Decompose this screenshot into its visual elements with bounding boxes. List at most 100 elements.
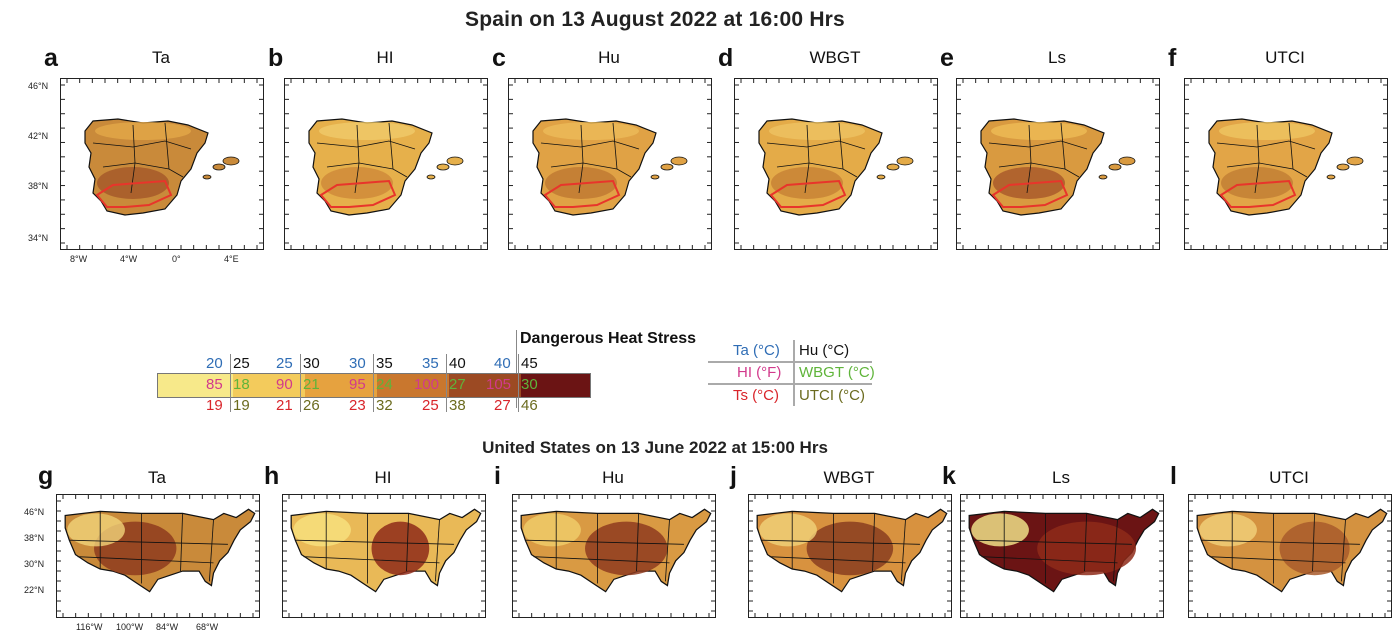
cool-region xyxy=(991,122,1087,140)
panel-variable-label: WBGT xyxy=(823,468,875,487)
island xyxy=(212,163,226,171)
latitude-label: 46°N xyxy=(28,81,49,91)
legend-wbgt: WBGT (°C) xyxy=(799,364,875,381)
map-graphic xyxy=(283,495,485,617)
panel-letter: g xyxy=(38,462,54,490)
region-border xyxy=(208,519,214,582)
map-frame xyxy=(282,494,486,618)
panel-variable-label: WBGT xyxy=(809,48,861,67)
legend-hi: HI (°F) xyxy=(737,364,782,381)
island xyxy=(1098,174,1108,180)
map-graphic xyxy=(513,495,715,617)
map-graphic xyxy=(735,79,937,249)
andalusia-outline xyxy=(543,179,621,208)
colorbar-label-ta: 35 xyxy=(422,355,439,372)
region-border xyxy=(164,122,170,170)
colorbar-label-ta: 20 xyxy=(206,355,223,372)
spain-map xyxy=(1208,118,1364,216)
longitude-label: 68°W xyxy=(196,622,219,632)
legend-ta: Ta (°C) xyxy=(733,342,780,359)
island xyxy=(222,156,240,166)
latitude-label: 34°N xyxy=(28,233,49,243)
cool-region xyxy=(1199,513,1257,547)
colorbar-label-wbgt: 18 xyxy=(233,376,250,393)
panel-letter: k xyxy=(942,462,956,490)
region-border xyxy=(77,556,214,564)
cool-region xyxy=(769,122,865,140)
colorbar xyxy=(157,373,591,398)
region-border xyxy=(988,140,1088,150)
region-border xyxy=(316,140,416,150)
panel-variable-label: HI xyxy=(376,48,394,67)
map-frame xyxy=(734,78,938,250)
map-graphic xyxy=(961,495,1163,617)
colorbar-label-ta: 40 xyxy=(494,355,511,372)
panel-letter: j xyxy=(730,462,737,490)
colorbar-segment xyxy=(305,374,377,397)
hot-region xyxy=(1279,521,1350,576)
latitude-label: 38°N xyxy=(24,533,45,543)
longitude-label: 100°W xyxy=(116,622,144,632)
region-border xyxy=(664,519,670,582)
cool-region xyxy=(971,513,1029,547)
map-graphic xyxy=(57,495,259,617)
region-border xyxy=(981,556,1118,564)
cool-region xyxy=(67,513,125,547)
colorbar-divider xyxy=(516,330,517,408)
map-frame xyxy=(512,494,716,618)
region-border xyxy=(900,519,906,582)
panel-letter: c xyxy=(492,44,506,72)
colorbar-label-hu: 35 xyxy=(376,355,393,372)
hot-region xyxy=(806,521,894,576)
legend-rule-1 xyxy=(708,361,872,363)
cool-region xyxy=(759,513,817,547)
island xyxy=(660,163,674,171)
map-graphic xyxy=(957,79,1159,249)
longitude-label: 4°E xyxy=(224,254,239,264)
island xyxy=(202,174,212,180)
map-frame xyxy=(960,494,1164,618)
region-border xyxy=(1060,122,1066,170)
region-border xyxy=(102,162,184,178)
colorbar-label-utci: 46 xyxy=(521,397,538,414)
region-border xyxy=(612,122,618,170)
hot-region xyxy=(371,521,430,576)
region-border xyxy=(1201,539,1360,545)
map-frame xyxy=(56,494,260,618)
us-map xyxy=(520,508,712,593)
region-border xyxy=(303,556,440,564)
region-border xyxy=(525,539,684,545)
colorbar-label-hi: 105 xyxy=(486,376,512,393)
panel-letter: f xyxy=(1168,44,1177,72)
colorbar-label-hu: 25 xyxy=(233,355,250,372)
colorbar-label-utci: 26 xyxy=(303,397,320,414)
latitude-label: 46°N xyxy=(24,507,45,517)
island xyxy=(886,163,900,171)
spain-map xyxy=(308,118,464,216)
region-border xyxy=(1288,122,1294,170)
andalusia-outline xyxy=(1219,179,1297,208)
colorbar-tick-divider xyxy=(518,354,519,412)
region-border xyxy=(1112,519,1118,582)
island xyxy=(1336,163,1350,171)
longitude-label: 84°W xyxy=(156,622,179,632)
region-border xyxy=(326,162,408,178)
region-border xyxy=(973,539,1132,545)
colorbar-segment xyxy=(449,374,521,397)
map-frame xyxy=(508,78,712,250)
colorbar-label-ts: 21 xyxy=(276,397,293,414)
us-map xyxy=(64,508,256,593)
region-border xyxy=(550,162,632,178)
colorbar-label-wbgt: 27 xyxy=(449,376,466,393)
colorbar-label-hu: 45 xyxy=(521,355,538,372)
region-border xyxy=(1209,556,1346,564)
colorbar-label-hi: 95 xyxy=(349,376,366,393)
colorbar-tick-divider xyxy=(446,354,447,412)
region-border xyxy=(1216,140,1316,150)
panel-letter: b xyxy=(268,44,284,72)
colorbar-label-hu: 40 xyxy=(449,355,466,372)
region-border xyxy=(540,140,640,150)
colorbar-label-wbgt: 30 xyxy=(521,376,538,393)
legend-utci: UTCI (°C) xyxy=(799,387,865,404)
colorbar-label-utci: 32 xyxy=(376,397,393,414)
